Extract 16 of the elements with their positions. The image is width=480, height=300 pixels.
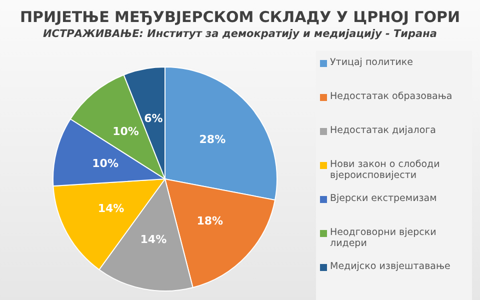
legend-label: Неодговорни вјерски лидери <box>330 227 438 249</box>
data-label: 10% <box>112 125 139 138</box>
data-label: 14% <box>140 233 167 246</box>
legend-label: Вјерски екстремизам <box>330 193 437 204</box>
legend-label: Утицај политике <box>330 57 414 68</box>
data-label: 14% <box>98 202 124 216</box>
data-label: 10% <box>92 157 119 170</box>
data-label: 6% <box>144 112 163 125</box>
legend-label: Нови закон о слободи вјероисповијести <box>330 159 441 181</box>
chart-title: ПРИЈЕТЊЕ МЕЂУВЈЕРСКОМ СКЛАДУ У ЦРНОЈ ГОРИ <box>18 7 462 26</box>
legend-label: Медијско извјештавање <box>330 261 450 272</box>
data-label: 28% <box>199 133 226 146</box>
data-label: 18% <box>196 214 224 228</box>
legend-label: Недостатак образовања <box>330 91 452 102</box>
chart-subtitle: ИСТРАЖИВАЊЕ: Институт за демократију и медијацију - Тирана <box>42 28 438 40</box>
legend-label: Недостатак дијалога <box>330 125 436 136</box>
